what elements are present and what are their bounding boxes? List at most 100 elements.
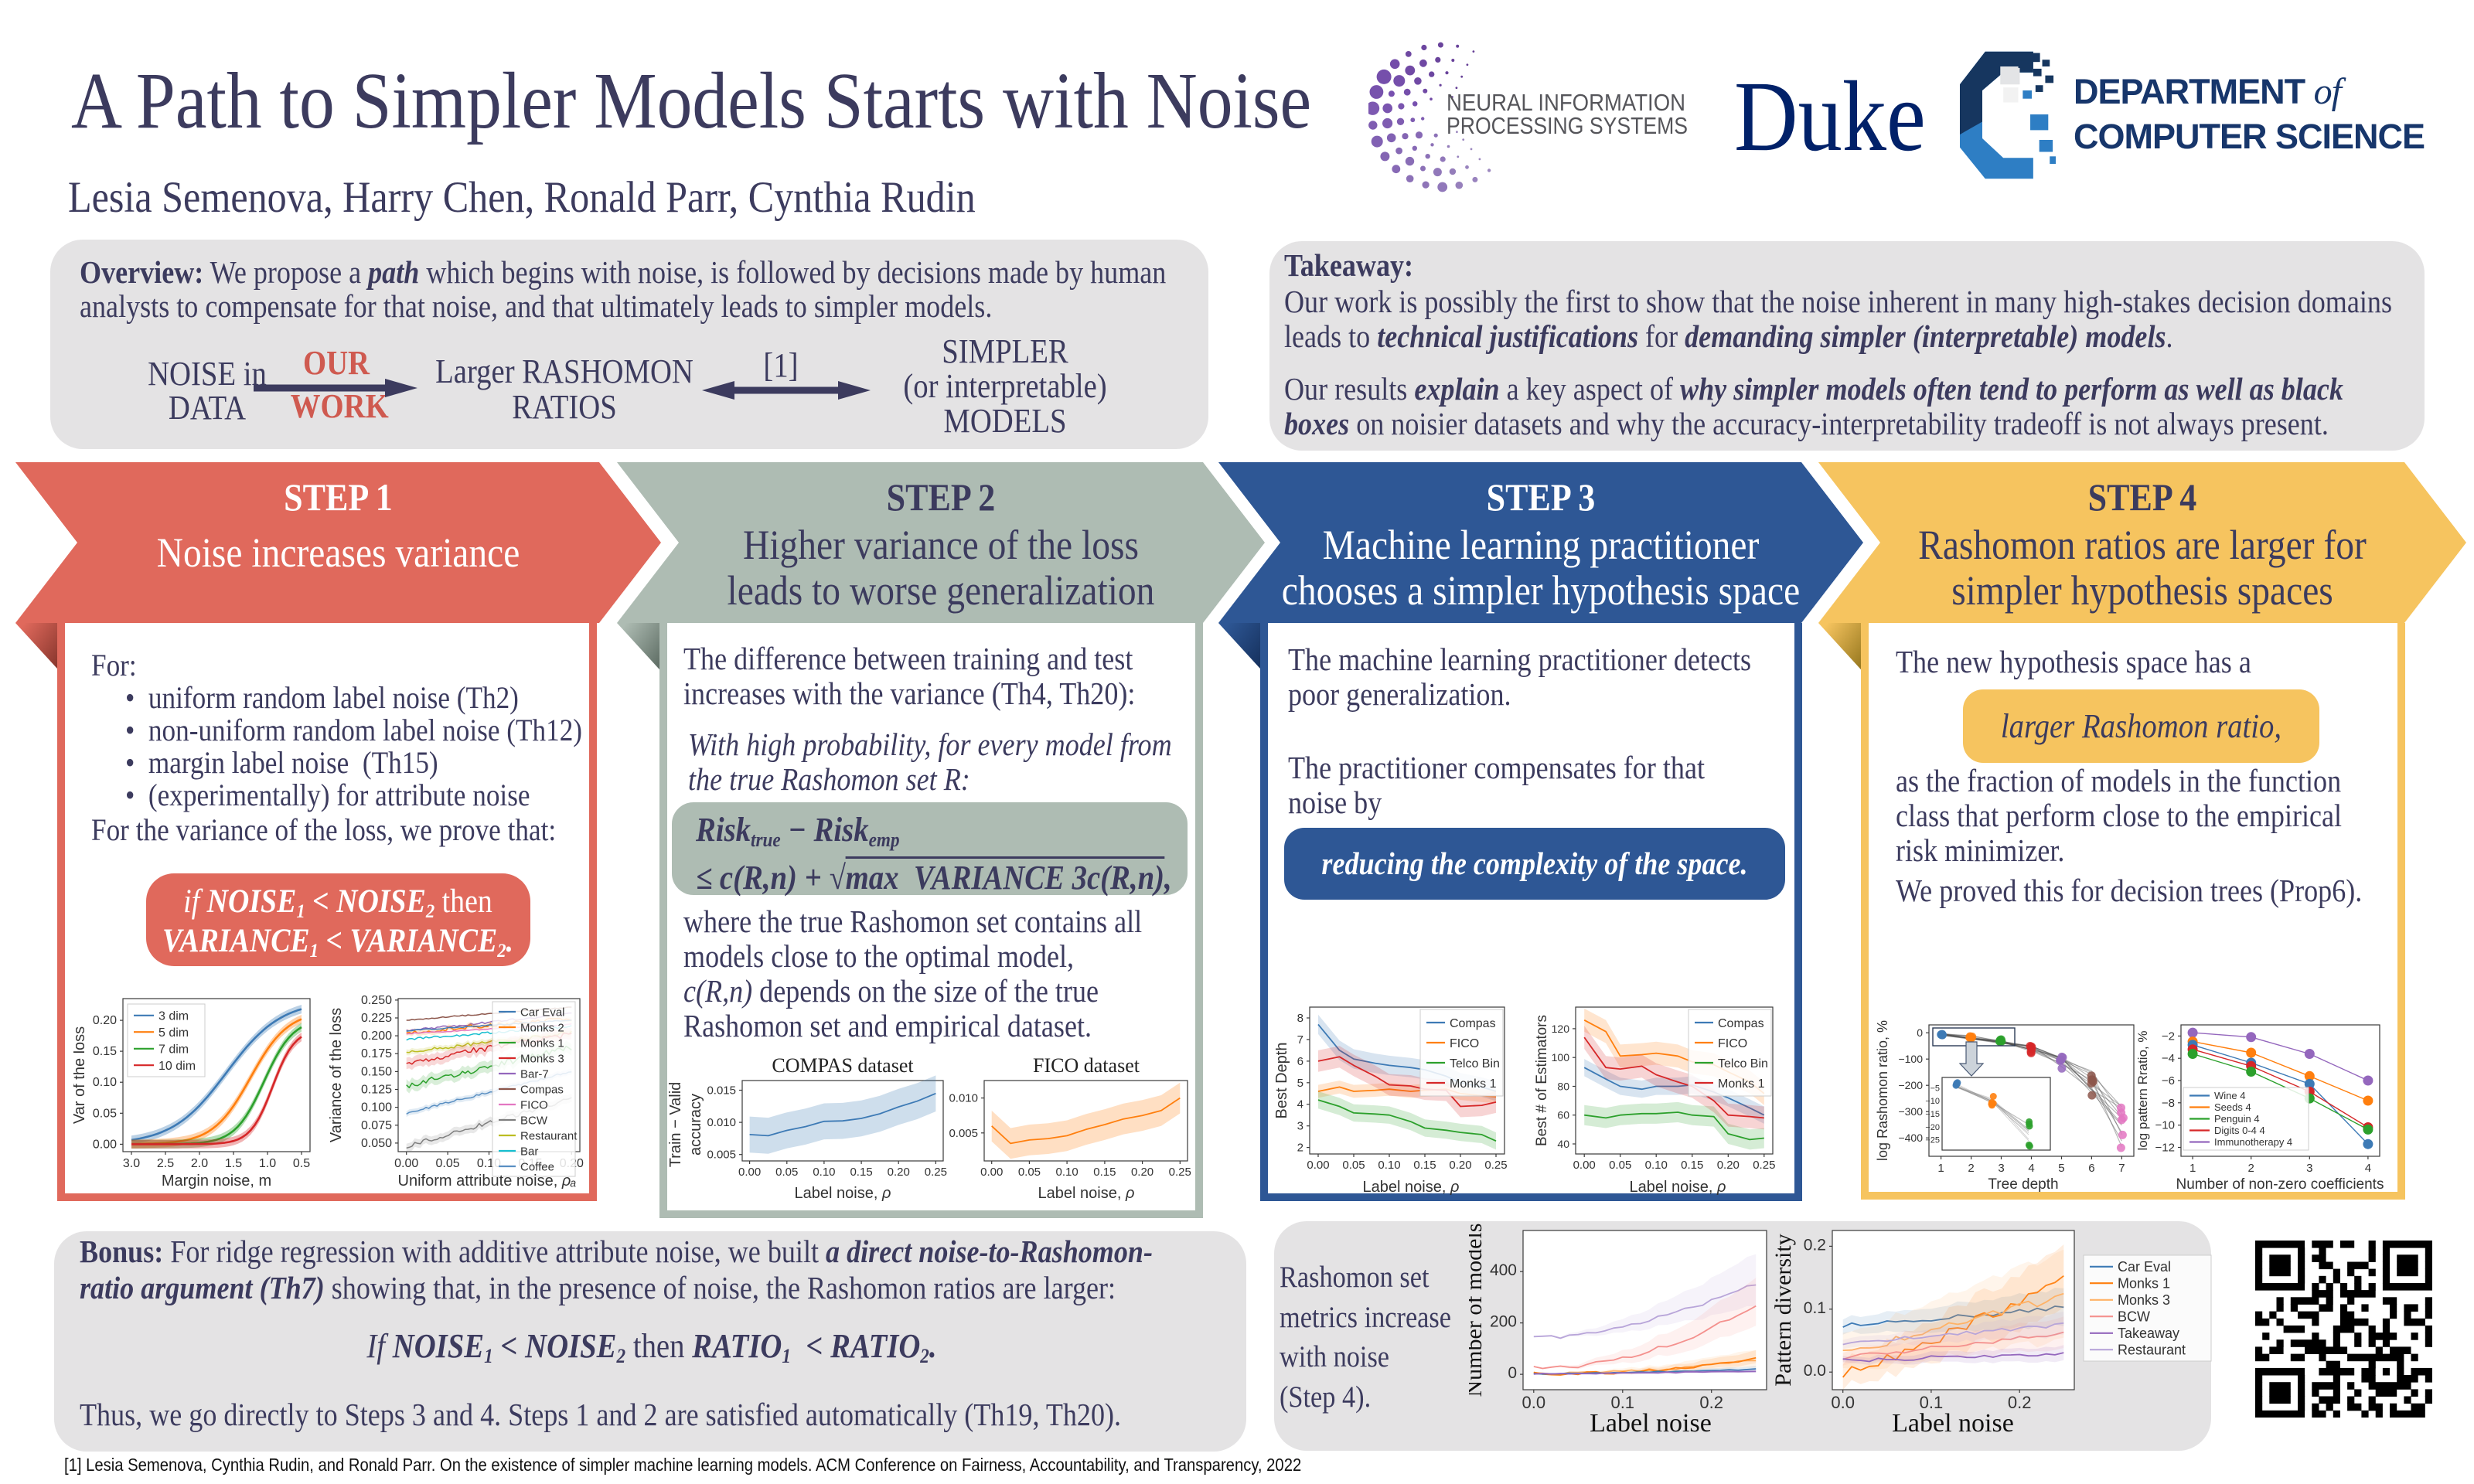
svg-text:Label noise, ρ: Label noise, ρ	[795, 1185, 891, 1202]
svg-text:0.2: 0.2	[1699, 1393, 1723, 1412]
svg-text:3: 3	[1297, 1120, 1303, 1133]
svg-text:Digits 0-4 4: Digits 0-4 4	[2214, 1125, 2265, 1136]
svg-text:7 dim: 7 dim	[158, 1043, 189, 1057]
svg-text:−300: −300	[1898, 1105, 1923, 1118]
svg-text:Variance of the loss: Variance of the loss	[328, 1008, 345, 1142]
svg-text:Margin noise, m: Margin noise, m	[162, 1173, 271, 1190]
svg-text:0.150: 0.150	[361, 1065, 392, 1078]
svg-text:log Rashomon ratio, %: log Rashomon ratio, %	[1875, 1020, 1890, 1161]
svg-text:Best Depth: Best Depth	[1276, 1043, 1290, 1119]
svg-text:1: 1	[2189, 1162, 2196, 1175]
svg-text:−10: −10	[1925, 1097, 1940, 1106]
svg-text:−200: −200	[1898, 1079, 1923, 1091]
svg-text:Train − Valid: Train − Valid	[667, 1082, 684, 1168]
svg-text:0.00: 0.00	[738, 1166, 761, 1179]
svg-text:0.1: 0.1	[1610, 1393, 1634, 1412]
svg-text:Coffee: Coffee	[520, 1160, 554, 1173]
svg-text:0.10: 0.10	[93, 1076, 117, 1089]
svg-text:Restaurant: Restaurant	[520, 1129, 578, 1142]
svg-text:0.15: 0.15	[1681, 1159, 1703, 1172]
svg-text:0.20: 0.20	[1717, 1159, 1740, 1172]
svg-text:0.015: 0.015	[707, 1084, 736, 1097]
svg-text:COMPAS dataset: COMPAS dataset	[772, 1054, 914, 1077]
svg-text:FICO: FICO	[1450, 1037, 1479, 1050]
svg-text:2.5: 2.5	[157, 1157, 174, 1170]
svg-text:accuracy: accuracy	[687, 1094, 704, 1156]
svg-text:0.15: 0.15	[850, 1166, 872, 1179]
svg-text:2: 2	[2248, 1162, 2254, 1175]
svg-text:4: 4	[1297, 1098, 1303, 1111]
svg-text:0.005: 0.005	[707, 1149, 736, 1162]
svg-text:−5: −5	[1930, 1084, 1940, 1093]
svg-text:Label noise: Label noise	[1892, 1409, 2014, 1438]
svg-text:0.15: 0.15	[1093, 1166, 1116, 1179]
svg-text:−12: −12	[2155, 1141, 2175, 1154]
svg-text:Label noise: Label noise	[1590, 1409, 1712, 1438]
svg-text:Best # of Estimators: Best # of Estimators	[1534, 1015, 1550, 1146]
svg-text:−15: −15	[1925, 1110, 1940, 1119]
svg-text:−8: −8	[2162, 1097, 2175, 1110]
svg-text:Penguin 4: Penguin 4	[2214, 1113, 2260, 1125]
svg-text:Telco Bin: Telco Bin	[1450, 1057, 1500, 1070]
svg-text:0.20: 0.20	[888, 1166, 910, 1179]
svg-text:0.125: 0.125	[361, 1084, 392, 1097]
svg-text:Bar: Bar	[520, 1145, 538, 1158]
svg-text:NEURAL INFORMATION: NEURAL INFORMATION	[1447, 89, 1685, 116]
svg-text:log pattern Rratio, %: log pattern Rratio, %	[2135, 1031, 2150, 1151]
svg-text:Immunotherapy 4: Immunotherapy 4	[2214, 1136, 2292, 1148]
svg-text:Compas: Compas	[1450, 1017, 1496, 1030]
svg-text:−25: −25	[1925, 1136, 1940, 1145]
svg-text:Pattern diversity: Pattern diversity	[1770, 1234, 1796, 1386]
svg-text:120: 120	[1552, 1023, 1570, 1035]
svg-text:3: 3	[2306, 1162, 2312, 1175]
svg-text:Tree depth: Tree depth	[1988, 1176, 2058, 1193]
svg-text:0.175: 0.175	[361, 1047, 392, 1060]
svg-text:0.200: 0.200	[361, 1030, 392, 1043]
svg-text:0.005: 0.005	[949, 1127, 978, 1140]
svg-text:0.00: 0.00	[980, 1166, 1003, 1179]
svg-text:−2: −2	[2162, 1030, 2175, 1043]
svg-text:0.05: 0.05	[1609, 1159, 1631, 1172]
svg-text:0: 0	[1508, 1364, 1517, 1382]
svg-text:0.05: 0.05	[1018, 1166, 1041, 1179]
svg-text:Car Eval: Car Eval	[2118, 1259, 2171, 1275]
svg-text:Monks 2: Monks 2	[520, 1021, 564, 1034]
svg-text:0.010: 0.010	[707, 1116, 736, 1129]
svg-text:0.0: 0.0	[1831, 1393, 1855, 1412]
svg-text:Var of the loss: Var of the loss	[73, 1026, 88, 1124]
svg-text:Label noise, ρ: Label noise, ρ	[1630, 1179, 1726, 1196]
svg-text:0.05: 0.05	[1342, 1159, 1365, 1172]
svg-text:0.10: 0.10	[813, 1166, 835, 1179]
svg-text:Compas: Compas	[1718, 1017, 1764, 1030]
svg-text:0.25: 0.25	[1753, 1159, 1775, 1172]
svg-text:−6: −6	[2162, 1074, 2175, 1087]
svg-text:1.5: 1.5	[225, 1157, 242, 1170]
svg-text:0.0: 0.0	[1522, 1393, 1545, 1412]
svg-text:5 dim: 5 dim	[158, 1026, 189, 1040]
svg-text:2: 2	[1297, 1142, 1303, 1155]
svg-text:0.05: 0.05	[93, 1107, 117, 1120]
svg-text:Monks 1: Monks 1	[1450, 1077, 1497, 1091]
svg-text:8: 8	[1297, 1012, 1303, 1025]
svg-text:0.00: 0.00	[1573, 1159, 1596, 1172]
svg-text:0.0: 0.0	[1804, 1362, 1826, 1380]
svg-text:0.10: 0.10	[1645, 1159, 1668, 1172]
svg-text:FICO: FICO	[520, 1098, 548, 1111]
svg-text:0.25: 0.25	[925, 1166, 947, 1179]
svg-text:0.2: 0.2	[1804, 1236, 1826, 1254]
svg-text:6: 6	[1297, 1055, 1303, 1068]
svg-text:3: 3	[1998, 1162, 2004, 1175]
svg-text:0.20: 0.20	[93, 1014, 117, 1027]
svg-text:−20: −20	[1925, 1123, 1940, 1132]
svg-text:−10: −10	[2155, 1119, 2175, 1132]
svg-text:3 dim: 3 dim	[158, 1010, 189, 1023]
svg-text:Telco Bin: Telco Bin	[1718, 1057, 1768, 1070]
svg-text:FICO dataset: FICO dataset	[1033, 1054, 1140, 1077]
svg-text:5: 5	[1297, 1077, 1303, 1090]
svg-text:4: 4	[2365, 1162, 2371, 1175]
svg-text:0.075: 0.075	[361, 1119, 392, 1132]
svg-text:7: 7	[2118, 1162, 2125, 1175]
svg-text:10 dim: 10 dim	[158, 1060, 196, 1073]
svg-text:Label noise, ρ: Label noise, ρ	[1363, 1179, 1460, 1196]
svg-text:Monks 3: Monks 3	[2118, 1292, 2170, 1308]
